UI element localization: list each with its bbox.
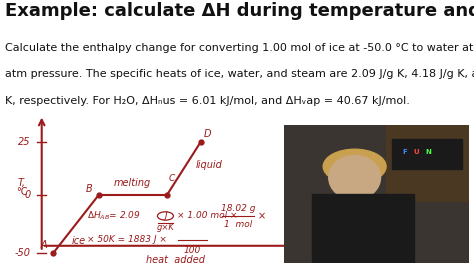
Text: T,: T, [18,178,26,188]
Text: F: F [403,149,408,155]
Bar [312,194,414,263]
Text: 100: 100 [184,246,201,255]
Text: 25: 25 [18,136,30,147]
Text: ×: × [258,211,266,221]
Text: Example: calculate ΔH during temperature and phase changes: Example: calculate ΔH during temperature… [5,2,474,20]
Text: D: D [204,128,211,139]
Text: B: B [86,184,93,194]
Text: liquid: liquid [195,160,222,170]
Text: × 1.00 mol ×: × 1.00 mol × [177,211,237,221]
Text: $\Delta H_{AB}$= 2.09: $\Delta H_{AB}$= 2.09 [87,210,141,222]
Ellipse shape [329,155,381,200]
Text: atm pressure. The specific heats of ice, water, and steam are 2.09 J/g K, 4.18 J: atm pressure. The specific heats of ice,… [5,69,474,79]
Text: heat  added: heat added [146,255,205,265]
Text: 1  mol: 1 mol [224,221,252,230]
Text: A: A [41,240,47,250]
Text: C: C [168,174,174,183]
Text: 18.02 g: 18.02 g [221,204,255,213]
Text: ice: ice [72,236,86,246]
Text: melting: melting [114,178,151,188]
Text: g×K: g×K [156,223,174,232]
Text: K, respectively. For H₂O, ΔHₙus = 6.01 kJ/mol, and ΔHᵥap = 40.67 kJ/mol.: K, respectively. For H₂O, ΔHₙus = 6.01 k… [5,96,410,106]
Text: -50: -50 [14,248,30,258]
Ellipse shape [323,149,386,184]
Text: J: J [164,211,167,221]
Text: °C: °C [16,187,27,197]
Text: N: N [425,149,431,155]
Text: × 50K = 1883 J ×: × 50K = 1883 J × [87,235,167,244]
Bar [392,139,462,169]
Text: U: U [414,149,419,155]
Bar [386,125,469,201]
Text: Calculate the enthalpy change for converting 1.00 mol of ice at -50.0 °C to wate: Calculate the enthalpy change for conver… [5,43,474,53]
Text: 0: 0 [24,190,30,200]
